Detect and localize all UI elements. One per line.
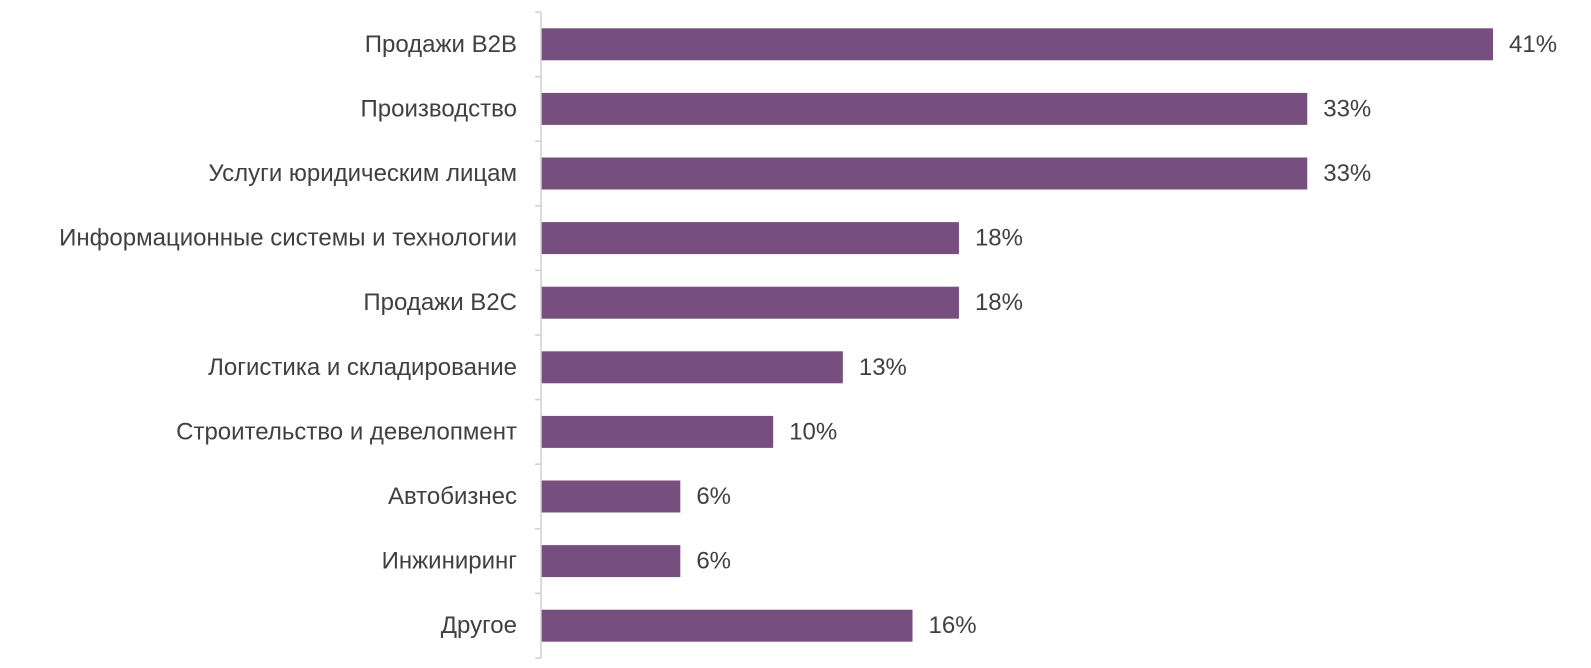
bar	[541, 286, 959, 319]
bar	[541, 28, 1493, 61]
category-label: Производство	[361, 95, 517, 122]
category-label: Продажи B2C	[363, 289, 517, 316]
value-label: 33%	[1323, 160, 1371, 187]
value-label: 18%	[975, 225, 1023, 252]
category-label: Строительство и девелопмент	[176, 418, 517, 445]
bar	[541, 157, 1308, 190]
bar	[541, 609, 913, 642]
bar	[541, 351, 843, 384]
category-label: Информационные системы и технологии	[59, 225, 517, 252]
value-label: 16%	[929, 612, 977, 639]
category-label: Инжиниринг	[382, 548, 518, 575]
value-label: 6%	[696, 483, 731, 510]
bar	[541, 545, 681, 578]
value-label: 10%	[789, 418, 837, 445]
bars-group	[541, 28, 1493, 642]
category-label: Автобизнес	[388, 483, 517, 510]
value-labels: 41% 33% 33% 18% 18% 13% 10% 6% 6% 16%	[696, 31, 1557, 639]
axis-ticks	[535, 11, 541, 659]
value-label: 33%	[1323, 95, 1371, 122]
bar	[541, 222, 959, 255]
bar	[541, 415, 774, 448]
value-label: 6%	[696, 548, 731, 575]
category-labels: Продажи B2B Производство Услуги юридически…	[59, 31, 517, 639]
bar	[541, 92, 1308, 125]
value-label: 18%	[975, 289, 1023, 316]
value-label: 13%	[859, 354, 907, 381]
category-label: Продажи B2B	[365, 31, 517, 58]
category-label: Другое	[441, 612, 517, 639]
bar	[541, 480, 681, 513]
value-label: 41%	[1509, 31, 1557, 58]
category-label: Услуги юридическим лицам	[208, 160, 517, 187]
category-label: Логистика и складирование	[208, 354, 517, 381]
